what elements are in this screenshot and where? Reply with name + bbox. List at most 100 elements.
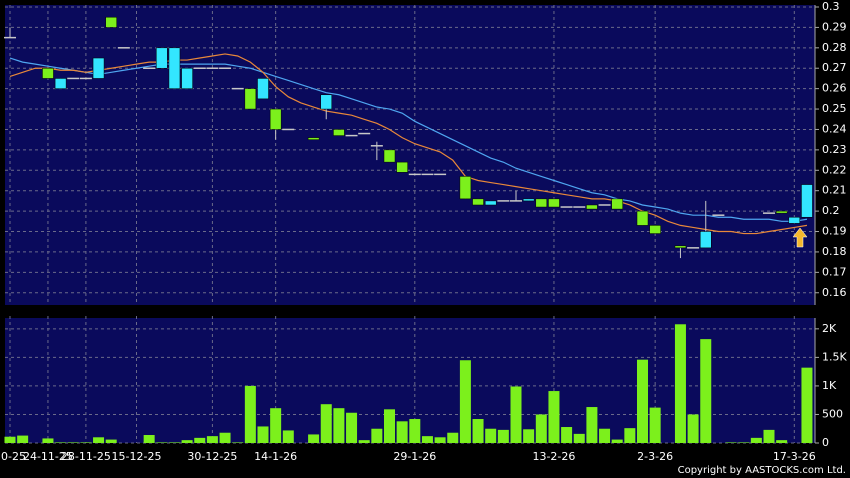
x-tick-label: 29-1-26 [393, 450, 436, 463]
volume-bar [447, 432, 459, 443]
volume-bar [42, 438, 54, 443]
volume-bar [497, 429, 509, 443]
candle-body [801, 184, 813, 218]
candle-body [535, 198, 548, 208]
volume-bar [674, 324, 686, 443]
volume-bar [725, 442, 737, 443]
volume-bar [599, 428, 611, 443]
candle-body [92, 57, 105, 79]
volume-bar [17, 435, 29, 443]
candle-body [522, 198, 535, 202]
y-tick-label: 0.29 [822, 20, 847, 33]
y-tick-label: 2K [822, 322, 837, 335]
y-tick-label: 0.26 [822, 82, 847, 95]
volume-bar [611, 439, 623, 443]
candle-body [788, 216, 801, 224]
volume-bar [55, 442, 67, 443]
volume-bar [624, 428, 636, 443]
volume-bar [801, 367, 813, 443]
volume-bar [535, 414, 547, 443]
volume-bar [105, 439, 117, 443]
volume-bar [421, 436, 433, 443]
volume-bar [396, 421, 408, 443]
volume-bar [257, 426, 269, 443]
y-tick-label: 0.3 [822, 0, 840, 13]
candle-body [383, 149, 396, 163]
moving-average-line [9, 57, 808, 222]
volume-bar [282, 430, 294, 443]
candle-body [775, 210, 788, 214]
candle-body [459, 176, 472, 200]
x-tick-label: 13-2-26 [532, 450, 575, 463]
y-tick-label: 0.17 [822, 265, 847, 278]
volume-bar [649, 407, 661, 443]
price-panel [5, 5, 815, 305]
signal-arrow [792, 227, 808, 248]
copyright: Copyright by AASTOCKS.com Ltd. [678, 465, 846, 476]
volume-bar [320, 404, 332, 443]
volume-bar [156, 442, 168, 443]
candle-body [472, 198, 484, 206]
volume-bar [561, 427, 573, 443]
candle-body [649, 225, 661, 234]
volume-bar [333, 408, 345, 443]
volume-bar [510, 386, 522, 443]
volume-bar [472, 419, 484, 443]
volume-bar [219, 432, 231, 443]
candle-body [156, 47, 168, 69]
candle-body [586, 204, 598, 210]
volume-bar [523, 429, 535, 443]
volume-bar [687, 414, 699, 443]
y-tick-label: 0.28 [822, 41, 847, 54]
candle-body [244, 88, 257, 110]
volume-bar [573, 433, 585, 443]
volume-bar [168, 442, 180, 443]
y-tick-label: 0.22 [822, 163, 847, 176]
candle-body [484, 200, 497, 206]
y-tick-label: 1K [822, 379, 837, 392]
x-tick-label: 17-3-26 [773, 450, 816, 463]
volume-bar [194, 437, 206, 443]
volume-bar [244, 385, 256, 443]
volume-bar [4, 436, 16, 443]
volume-bar [206, 436, 218, 443]
volume-bar [637, 359, 648, 443]
y-tick-label: 1.5K [822, 350, 847, 363]
volume-bar [750, 437, 762, 443]
y-tick-label: 0.16 [822, 286, 847, 299]
y-tick-label: 0.25 [822, 102, 847, 115]
x-tick-label: 10-25 [0, 450, 26, 463]
volume-bar [459, 360, 471, 443]
volume-bar [308, 434, 320, 443]
volume-bar [548, 391, 560, 443]
volume-bar [409, 419, 421, 443]
candle-body [674, 245, 687, 249]
candle-body [168, 47, 181, 89]
x-tick-label: 14-1-26 [254, 450, 297, 463]
candle-body [636, 210, 649, 226]
candle-body [700, 231, 712, 249]
candle-body [257, 78, 269, 100]
candle-body [333, 129, 345, 136]
y-tick-label: 0.18 [822, 245, 847, 258]
candle-body [548, 198, 560, 208]
volume-bar [384, 409, 395, 443]
volume-bar [67, 442, 79, 443]
volume-bar [346, 412, 358, 443]
y-tick-label: 500 [822, 407, 843, 420]
candle-body [396, 161, 408, 173]
moving-average-line [9, 53, 808, 235]
y-tick-label: 0.19 [822, 225, 847, 238]
y-tick-label: 0 [822, 436, 829, 449]
candle-body [54, 78, 67, 89]
candle-body [105, 16, 117, 28]
y-tick-label: 0.27 [822, 61, 847, 74]
volume-bar [763, 429, 775, 443]
volume-bar [270, 408, 282, 443]
y-tick-label: 0.2 [822, 204, 840, 217]
candle-body [181, 67, 193, 89]
candle-body [320, 94, 332, 110]
volume-bar [232, 442, 244, 443]
volume-bar [586, 407, 598, 443]
